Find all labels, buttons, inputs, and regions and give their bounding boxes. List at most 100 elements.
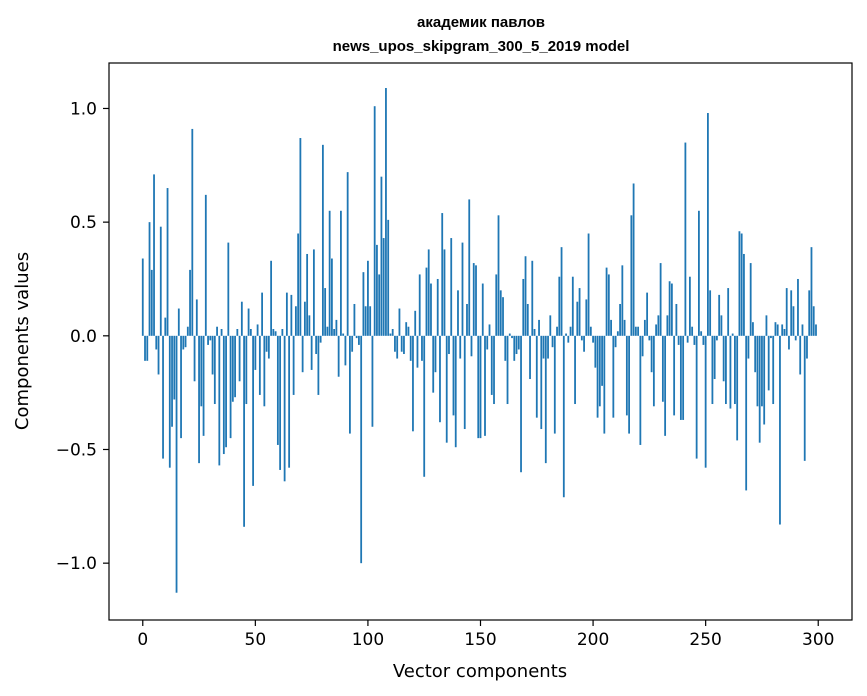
bar-component-142	[461, 242, 464, 336]
bar-component-218	[632, 183, 635, 336]
y-tick-label: −0.5	[56, 440, 97, 460]
bar-component-255	[716, 335, 718, 341]
bar-component-64	[285, 292, 288, 336]
bar-component-150	[479, 335, 482, 439]
x-tick-label: 150	[464, 630, 496, 650]
bar-component-178	[542, 335, 545, 359]
bar-component-143	[463, 335, 466, 430]
bar-component-290	[794, 335, 797, 341]
plot-frame	[108, 62, 853, 621]
bar-component-88	[340, 210, 342, 336]
bar-component-272	[754, 335, 757, 373]
bar-component-252	[709, 290, 712, 336]
bar-component-89	[342, 333, 345, 336]
bar-component-270	[749, 263, 752, 336]
bar-component-61	[279, 335, 282, 470]
bar-component-217	[630, 215, 633, 336]
bar-component-260	[727, 288, 730, 336]
bar-component-228	[655, 324, 658, 336]
bar-component-185	[558, 276, 561, 336]
bar-component-293	[801, 324, 804, 336]
x-axis-ticks: 0 50 100 150 200 250 300	[137, 620, 834, 650]
bar-component-92	[349, 335, 351, 434]
bar-component-122	[416, 335, 419, 368]
bar-component-238	[677, 335, 680, 345]
bar-component-179	[544, 335, 547, 464]
bar-component-266	[740, 233, 743, 336]
bar-component-18	[182, 335, 185, 350]
bar-component-180	[547, 335, 549, 359]
bar-component-241	[684, 142, 687, 336]
bar-component-23	[193, 335, 196, 382]
bar-component-254	[713, 335, 716, 380]
bar-component-275	[761, 335, 763, 407]
bar-component-82	[326, 326, 329, 336]
bar-component-262	[731, 333, 734, 336]
bar-component-63	[283, 335, 286, 482]
bar-component-6	[155, 335, 158, 350]
bar-component-107	[382, 238, 385, 336]
bar-component-90	[344, 335, 347, 366]
bar-component-156	[493, 335, 495, 405]
bar-component-57	[270, 260, 273, 336]
y-tick-label: 1.0	[70, 99, 97, 119]
bar-component-289	[792, 306, 795, 336]
bar-component-263	[734, 335, 736, 405]
bar-component-153	[486, 335, 489, 350]
bar-component-253	[711, 335, 714, 405]
bar-component-172	[529, 335, 531, 380]
bar-component-154	[488, 324, 491, 336]
bar-component-155	[490, 335, 493, 395]
bar-component-2	[146, 335, 149, 361]
bar-component-86	[335, 319, 338, 336]
bar-component-27	[202, 335, 205, 436]
bar-component-38	[227, 242, 230, 336]
bar-component-265	[738, 231, 741, 336]
bar-component-141	[459, 335, 462, 359]
bar-component-91	[346, 172, 349, 336]
bar-component-286	[785, 288, 788, 336]
bar-component-152	[484, 335, 486, 436]
bar-component-69	[297, 233, 300, 336]
bar-component-116	[403, 335, 405, 355]
bar-component-15	[175, 335, 178, 593]
bar-component-223	[643, 319, 646, 336]
bar-component-216	[628, 335, 630, 434]
bar-component-144	[466, 303, 468, 336]
bar-component-30	[209, 335, 212, 341]
bar-component-77	[315, 335, 318, 355]
bar-component-197	[585, 299, 588, 336]
bar-component-70	[299, 138, 302, 336]
bar-component-292	[799, 335, 802, 375]
bar-component-66	[290, 294, 293, 336]
bar-component-87	[337, 335, 340, 377]
bar-component-119	[409, 335, 412, 361]
bar-component-46	[245, 335, 248, 405]
bar-component-208	[610, 319, 612, 336]
bar-component-168	[520, 335, 522, 473]
bar-component-35	[220, 329, 223, 336]
bar-component-10	[164, 317, 167, 336]
bar-component-1	[144, 335, 146, 361]
bar-component-269	[747, 335, 750, 359]
bar-component-25	[198, 335, 200, 464]
bar-component-105	[378, 274, 381, 336]
bar-component-232	[664, 335, 667, 436]
bar-component-49	[252, 335, 254, 486]
bar-component-258	[722, 335, 725, 382]
bar-component-244	[691, 326, 694, 336]
bar-component-102	[371, 335, 374, 427]
x-axis-label: Vector components	[393, 661, 567, 682]
bar-component-146	[470, 335, 473, 357]
y-axis-ticks: −1.0 −0.5 0.0 0.5 1.0	[56, 99, 109, 574]
bar-component-135	[445, 335, 448, 443]
bar-component-157	[495, 274, 498, 336]
bar-component-21	[189, 269, 191, 336]
bar-component-4	[150, 269, 153, 336]
bar-component-203	[598, 335, 601, 407]
bar-component-8	[159, 226, 162, 336]
bar-component-210	[614, 335, 617, 348]
bar-component-158	[497, 215, 500, 336]
bar-component-288	[790, 290, 793, 336]
